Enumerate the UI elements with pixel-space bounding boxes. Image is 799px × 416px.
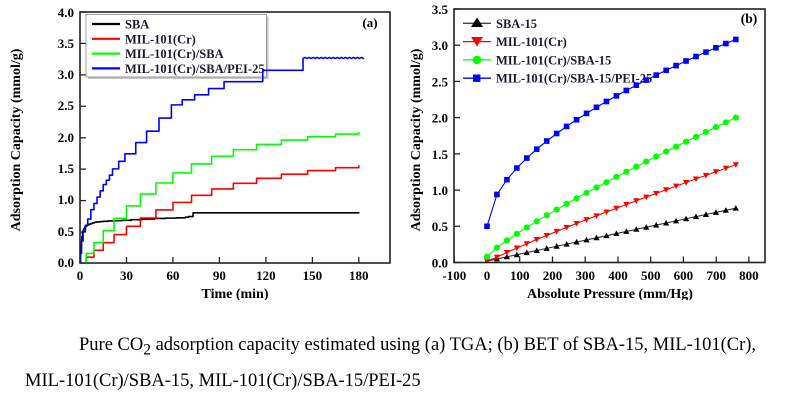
svg-text:0: 0 (484, 268, 491, 283)
svg-text:30: 30 (120, 268, 133, 283)
svg-text:MIL-101(Cr)/SBA-15: MIL-101(Cr)/SBA-15 (496, 53, 611, 67)
svg-text:Adsorption Capacity (mmol/g): Adsorption Capacity (mmol/g) (409, 48, 424, 231)
svg-text:600: 600 (674, 268, 694, 283)
svg-text:Adsorption Capacity (mmol/g): Adsorption Capacity (mmol/g) (9, 48, 24, 231)
svg-text:180: 180 (349, 268, 369, 283)
svg-text:1.0: 1.0 (432, 183, 448, 198)
svg-text:120: 120 (256, 268, 276, 283)
svg-text:1.0: 1.0 (58, 192, 74, 207)
svg-text:MIL-101(Cr): MIL-101(Cr) (125, 32, 196, 46)
svg-text:500: 500 (641, 268, 661, 283)
svg-text:4.0: 4.0 (58, 5, 74, 20)
svg-text:0.5: 0.5 (432, 219, 449, 234)
svg-text:SBA-15: SBA-15 (496, 17, 537, 31)
svg-text:3.5: 3.5 (432, 2, 449, 17)
svg-text:MIL-101(Cr)/SBA: MIL-101(Cr)/SBA (125, 47, 224, 61)
svg-text:100: 100 (510, 268, 530, 283)
svg-text:MIL-101(Cr): MIL-101(Cr) (496, 35, 567, 49)
svg-text:0: 0 (77, 268, 84, 283)
svg-text:1.5: 1.5 (432, 147, 449, 162)
svg-text:(b): (b) (741, 11, 758, 26)
svg-text:0.0: 0.0 (58, 255, 74, 270)
svg-text:0.5: 0.5 (58, 224, 75, 239)
svg-text:90: 90 (213, 268, 226, 283)
svg-text:1.5: 1.5 (58, 161, 75, 176)
svg-text:MIL-101(Cr)/SBA-15/PEI-25: MIL-101(Cr)/SBA-15/PEI-25 (496, 72, 652, 86)
svg-text:3.5: 3.5 (58, 36, 75, 51)
svg-text:2.5: 2.5 (432, 74, 449, 89)
svg-text:2.0: 2.0 (58, 130, 74, 145)
svg-text:(a): (a) (362, 15, 377, 30)
svg-text:Absolute Pressure (mm/Hg): Absolute Pressure (mm/Hg) (527, 287, 693, 300)
svg-text:-100: -100 (442, 268, 466, 283)
svg-text:200: 200 (543, 268, 563, 283)
svg-text:700: 700 (706, 268, 726, 283)
svg-text:SBA: SBA (125, 18, 149, 32)
svg-text:800: 800 (739, 268, 759, 283)
svg-text:3.0: 3.0 (432, 38, 448, 53)
svg-text:3.0: 3.0 (58, 67, 74, 82)
svg-text:150: 150 (303, 268, 323, 283)
svg-text:400: 400 (608, 268, 628, 283)
svg-text:2.5: 2.5 (58, 98, 75, 113)
svg-text:Time (min): Time (min) (201, 287, 268, 300)
svg-text:2.0: 2.0 (432, 111, 448, 126)
svg-text:MIL-101(Cr)/SBA/PEI-25: MIL-101(Cr)/SBA/PEI-25 (125, 62, 265, 76)
svg-text:60: 60 (166, 268, 179, 283)
svg-text:300: 300 (575, 268, 595, 283)
